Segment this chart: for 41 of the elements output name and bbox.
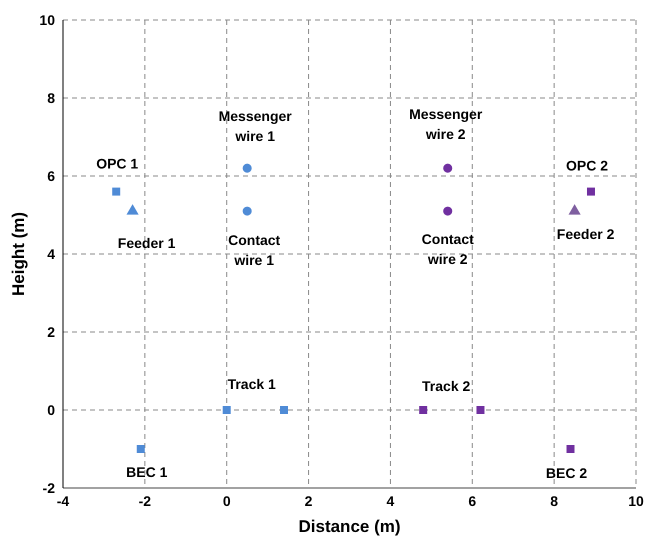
annotation: BEC 2 xyxy=(546,465,588,481)
x-axis-title: Distance (m) xyxy=(298,517,401,536)
y-tick-label: 8 xyxy=(47,90,56,106)
point xyxy=(476,406,484,414)
x-tick-label: -4 xyxy=(56,492,70,509)
point xyxy=(242,206,252,216)
point xyxy=(242,164,252,173)
point xyxy=(280,406,288,414)
x-tick-label: 2 xyxy=(304,492,313,509)
annotation: OPC 2 xyxy=(566,158,608,174)
x-tick-label: 8 xyxy=(550,492,558,509)
x-tick-label: 10 xyxy=(628,492,644,509)
annotation: Contact wire 1 xyxy=(228,232,281,268)
annotation: Feeder 1 xyxy=(118,235,176,252)
y-tick-label: 10 xyxy=(39,12,56,28)
point xyxy=(443,206,452,216)
annotation: OPC 1 xyxy=(96,156,138,172)
annotation: Messenger wire 1 xyxy=(218,108,292,144)
annotation: Messenger wire 2 xyxy=(409,106,483,142)
point xyxy=(222,406,231,414)
point xyxy=(419,406,428,414)
annotation: Contact wire 2 xyxy=(422,231,474,268)
y-tick-label: 2 xyxy=(47,324,56,340)
x-tick-label: 4 xyxy=(386,492,395,509)
y-tick-label: -2 xyxy=(42,480,56,496)
x-tick-label: 0 xyxy=(222,492,231,509)
point xyxy=(136,445,145,453)
annotation: BEC 1 xyxy=(126,464,168,480)
annotation: Track 2 xyxy=(422,378,471,394)
annotation: Feeder 2 xyxy=(556,226,615,242)
x-tick-label: 6 xyxy=(468,492,476,509)
point xyxy=(586,188,595,196)
point xyxy=(443,164,452,173)
point xyxy=(112,188,120,196)
annotation: Track 1 xyxy=(228,376,276,392)
y-axis-title: Height (m) xyxy=(9,212,28,296)
y-tick-label: 6 xyxy=(47,168,56,184)
x-tick-label: -2 xyxy=(138,492,152,509)
y-tick-label: 4 xyxy=(47,246,56,262)
point xyxy=(566,445,575,453)
y-tick-label: 0 xyxy=(47,402,56,418)
